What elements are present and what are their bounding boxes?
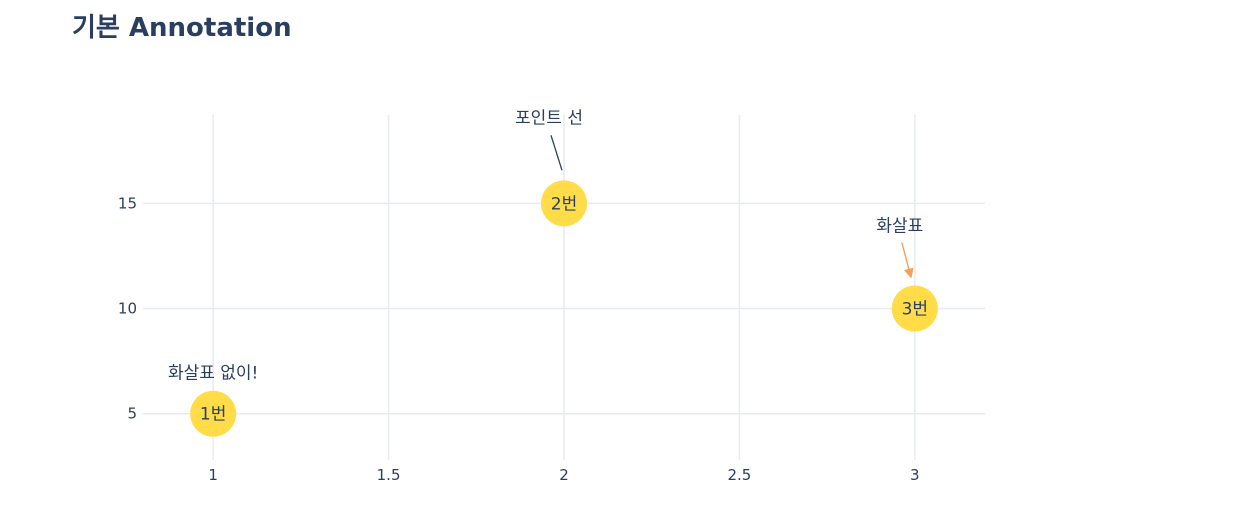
- data-point-marker: [190, 390, 237, 437]
- x-tick-label: 1: [208, 466, 218, 484]
- annotation-text: 포인트 선: [515, 108, 583, 128]
- x-tick-label: 3: [910, 466, 920, 484]
- data-point-marker: [891, 285, 938, 332]
- data-point-marker: [541, 180, 587, 227]
- data-point-label: 2번: [551, 194, 577, 214]
- marker-layer: 1번 2번 3번: [190, 180, 938, 437]
- annotation-arrow: [901, 242, 914, 279]
- x-tick-label: 1.5: [377, 466, 401, 484]
- x-tick-label: 2.5: [727, 466, 751, 484]
- annotation-text: 화살표: [876, 217, 923, 237]
- y-tick-label: 5: [127, 405, 137, 423]
- chart-title: 기본 Annotation: [72, 13, 292, 43]
- tick-layer: 1 1.5 2 2.5 3 5 10 15: [118, 194, 920, 484]
- y-tick-label: 15: [118, 194, 137, 212]
- annotation-text: 화살표 없이!: [168, 364, 258, 384]
- grid-layer: [143, 115, 985, 460]
- y-tick-label: 10: [118, 300, 137, 318]
- x-tick-label: 2: [559, 466, 569, 484]
- data-point-label: 1번: [200, 405, 226, 425]
- data-point-label: 3번: [902, 300, 928, 320]
- annotation-pointer-line: [550, 135, 563, 171]
